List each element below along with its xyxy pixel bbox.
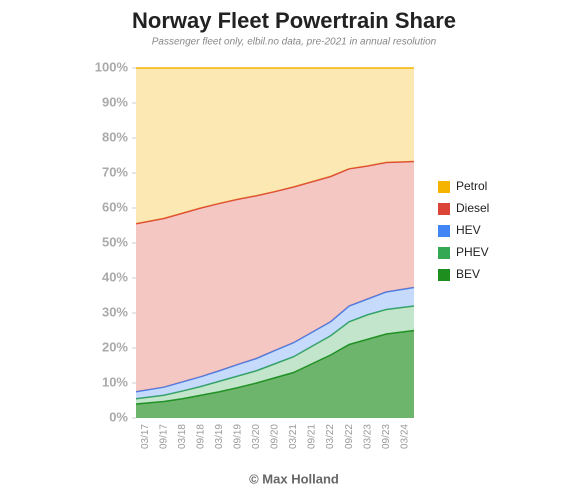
legend-swatch: [438, 181, 450, 193]
y-tick-label: 50%: [102, 234, 128, 249]
y-tick-label: 80%: [102, 129, 128, 144]
chart-subtitle: Passenger fleet only, elbil.no data, pre…: [152, 37, 437, 48]
x-tick-label: 09/17: [158, 424, 169, 449]
x-tick-label: 09/19: [233, 424, 244, 449]
x-tick-label: 03/24: [399, 424, 410, 449]
x-tick-label: 09/20: [270, 424, 281, 449]
legend-label: Petrol: [456, 179, 487, 193]
x-tick-label: 03/21: [288, 424, 299, 449]
y-tick-label: 0%: [109, 409, 128, 424]
legend-swatch: [438, 225, 450, 237]
y-tick-label: 10%: [102, 374, 128, 389]
area-line: [135, 305, 415, 400]
legend-label: HEV: [456, 223, 481, 237]
area: [136, 287, 414, 399]
legend-swatch: [438, 247, 450, 259]
x-tick-label: 03/23: [362, 424, 373, 449]
area-line: [135, 160, 415, 225]
y-tick-label: 60%: [102, 199, 128, 214]
area: [136, 306, 414, 404]
x-tick-label: 09/21: [307, 424, 318, 449]
y-tick-label: 20%: [102, 339, 128, 354]
y-tick-label: 100%: [95, 59, 129, 74]
area-line: [135, 286, 415, 393]
chart-title: Norway Fleet Powertrain Share: [132, 8, 456, 33]
x-tick-label: 09/18: [196, 424, 207, 449]
area: [136, 68, 414, 224]
y-tick-label: 90%: [102, 94, 128, 109]
legend-label: BEV: [456, 267, 480, 281]
area: [136, 161, 414, 392]
legend-label: Diesel: [456, 201, 489, 215]
x-tick-label: 03/20: [251, 424, 262, 449]
x-tick-label: 09/23: [381, 424, 392, 449]
y-tick-label: 30%: [102, 304, 128, 319]
legend-swatch: [438, 269, 450, 281]
legend-label: PHEV: [456, 245, 489, 259]
x-tick-label: 09/22: [344, 424, 355, 449]
legend-swatch: [438, 203, 450, 215]
x-tick-label: 03/19: [214, 424, 225, 449]
x-tick-label: 03/22: [325, 424, 336, 449]
area-line: [135, 329, 415, 405]
footer: © Max Holland: [249, 471, 339, 486]
y-tick-label: 40%: [102, 269, 128, 284]
area: [136, 330, 414, 418]
y-tick-label: 70%: [102, 164, 128, 179]
x-tick-label: 03/18: [177, 424, 188, 449]
x-tick-label: 03/17: [140, 424, 151, 449]
